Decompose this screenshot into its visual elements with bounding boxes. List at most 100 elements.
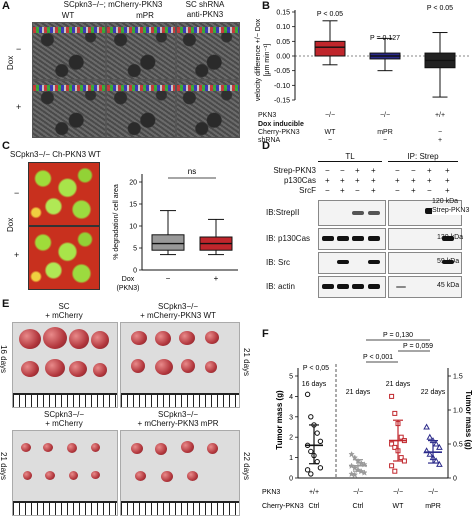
panel-d-sign: +: [371, 186, 376, 195]
panel-b-pvalue-3: P < 0.05: [427, 5, 453, 12]
data-point: [436, 443, 443, 450]
data-point: [351, 454, 359, 461]
band: [368, 211, 380, 215]
panel-f-days-21b: 21 days: [386, 381, 411, 388]
panel-d-kda-130: 130 kDa: [437, 234, 464, 241]
data-point: [304, 391, 311, 398]
micrograph-a-wt-minus: [32, 22, 106, 80]
data-point: [432, 440, 440, 447]
panel-f-pkn3-2: −/−: [353, 489, 363, 496]
panel-d-sign: +: [371, 176, 376, 185]
y-tick-label-left: 0: [289, 476, 293, 483]
panel-d-sign: −: [325, 186, 330, 195]
panel-e-days-22: 22 days: [242, 452, 251, 481]
data-point: [348, 470, 355, 478]
panel-e-b4-2: + mCherry-PKN3 mPR: [137, 419, 219, 428]
band: [352, 284, 364, 289]
panel-d-kda-120: 120 kDa: [432, 198, 459, 205]
y-tick-label: 0: [133, 268, 137, 275]
micrograph-a-sc-plus: [176, 80, 240, 138]
panel-f-scatter: Tumor mass (g) Tumor mass (g) 5 4 3 2 1 0 1.5 1…: [262, 332, 473, 510]
band: [322, 236, 334, 241]
panel-c-ylabel: % degradation/ cell area: [113, 184, 120, 260]
blot-strep-tl: [318, 200, 386, 226]
panel-e-days-16: 16 days: [0, 345, 8, 374]
band: [337, 260, 349, 264]
panel-b-shrna-2: −: [382, 137, 388, 144]
band: [322, 284, 334, 289]
data-point: [392, 444, 398, 450]
panel-d-sign: −: [395, 186, 400, 195]
panel-a-minus: −: [16, 44, 22, 54]
panel-e-b2-1: SCpkn3−/−: [157, 302, 199, 311]
panel-d-label: D: [262, 140, 270, 152]
panel-b-cherry-1: WT: [324, 129, 336, 136]
y-tick-label-right: 1.0: [453, 408, 463, 415]
panel-d-row-strep: Strep-PKN3: [273, 166, 316, 175]
panel-f-days-16: 16 days: [302, 381, 327, 388]
panel-d-sign: −: [427, 186, 432, 195]
panel-f-cherry-2: Ctrl: [353, 503, 364, 510]
panel-a-label: A: [2, 0, 10, 12]
data-point: [304, 467, 311, 473]
panel-f-cherry-4: mPR: [425, 503, 441, 510]
panel-d-sign: −: [325, 166, 330, 175]
panel-c-label: C: [2, 140, 10, 152]
panel-d-sign: +: [340, 176, 345, 185]
y-tick-label: 0.00: [276, 54, 290, 61]
panel-d-sign: +: [427, 166, 432, 175]
panel-c-title: SCpkn3−/− Ch-PKN3 WT: [10, 150, 101, 159]
y-tick-label-right: 1.5: [453, 374, 463, 381]
panel-b-row-pkn3: PKN3: [258, 112, 277, 119]
data-point: [392, 410, 398, 416]
micrograph-a-mpr-plus: [106, 80, 176, 138]
panel-b-shrna-1: −: [327, 137, 333, 144]
panel-c-ns: ns: [188, 167, 196, 176]
panel-a-col-sc-2: anti-PKN3: [186, 10, 224, 19]
panel-b-pkn3-2: −/−: [379, 112, 391, 119]
panel-b-pvalue-2: P = 0.127: [370, 35, 400, 42]
band: [368, 260, 380, 264]
y-tick-label-right: 0.5: [453, 442, 463, 449]
panel-d-sign: −: [355, 186, 360, 195]
data-point: [389, 393, 395, 399]
data-point: [389, 441, 395, 447]
blot-src-ip: [388, 252, 462, 274]
band: [442, 260, 454, 264]
panel-c-dox: Dox: [6, 217, 15, 232]
panel-d-ib-strep: IB:StrepII: [266, 208, 300, 217]
panel-e-days-21b: 21 days: [0, 452, 8, 481]
panel-d-sign: +: [355, 166, 360, 175]
tumor-photo-ko: [12, 430, 118, 516]
y-tick-label-left: 4: [289, 394, 293, 401]
panel-f-label: F: [262, 328, 269, 340]
data-point: [351, 471, 359, 478]
y-tick-label-left: 3: [289, 414, 293, 421]
blot-src-tl: [318, 252, 386, 274]
y-tick-label: -0.15: [274, 98, 290, 105]
panel-f-pkn3-4: −/−: [428, 489, 438, 496]
panel-b-label: B: [262, 0, 270, 12]
panel-d-sign: +: [355, 176, 360, 185]
data-point: [308, 448, 314, 455]
band: [368, 284, 380, 289]
panel-a-header: SCpkn3−/−; mCherry-PKN3: [63, 0, 163, 9]
panel-f-pkn3-1: +/+: [309, 489, 319, 496]
panel-a-plus: +: [16, 102, 22, 112]
panel-a-col-mpr: mPR: [136, 11, 154, 20]
panel-f-days-22: 22 days: [421, 389, 446, 396]
panel-e-b2-2: + mCherry-PKN3 WT: [140, 311, 216, 320]
box: [151, 234, 185, 251]
data-point: [348, 450, 355, 458]
panel-b-row-dox1: Dox inducible: [258, 121, 304, 128]
tumor-photo-wt: [120, 322, 240, 408]
blot-p130-ip: [388, 228, 462, 250]
panel-e-b3-2: + mCherry: [45, 419, 83, 428]
panel-d-ib-src: IB: Src: [266, 258, 291, 267]
panel-b-shrna-3: +: [437, 137, 443, 144]
micrograph-a-wt-plus: [32, 80, 106, 138]
panel-f-ylabel-left: Tumor mass (g): [275, 390, 284, 450]
micrograph-a-mpr-minus: [106, 22, 176, 80]
panel-d-row-p130: p130Cas: [283, 176, 316, 185]
y-tick-label: -0.10: [274, 83, 290, 90]
